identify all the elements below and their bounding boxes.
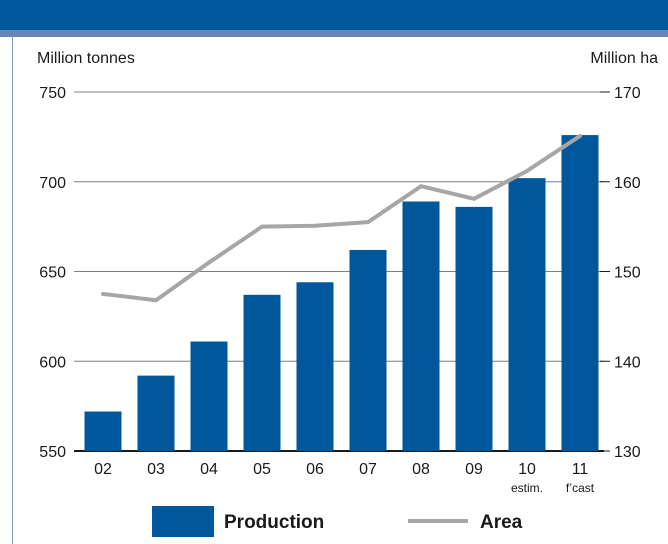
header-stripe bbox=[0, 30, 668, 37]
y-left-tick-label: 700 bbox=[39, 175, 66, 192]
x-tick-label: 07 bbox=[359, 461, 377, 478]
line-layer bbox=[101, 133, 582, 303]
x-tick-label: 09 bbox=[465, 461, 483, 478]
labels-layer: 750 170 700 160 650 150 600 140 550 130 02 03 04 05 06… bbox=[39, 85, 641, 495]
y-right-axis-label: Million ha bbox=[590, 50, 658, 67]
legend-area-label: Area bbox=[480, 512, 523, 533]
x-tick-label: 02 bbox=[94, 461, 112, 478]
production-bar bbox=[508, 178, 546, 451]
x-tick-label: 08 bbox=[412, 461, 430, 478]
x-tick-label: 03 bbox=[147, 461, 165, 478]
y-left-tick-label: 650 bbox=[39, 265, 66, 282]
y-right-tick-label: 140 bbox=[614, 354, 641, 371]
x-tick-label: 04 bbox=[200, 461, 218, 478]
y-left-tick-label: 600 bbox=[39, 354, 66, 371]
area-point bbox=[260, 224, 264, 229]
area-point bbox=[101, 291, 105, 296]
bars-layer bbox=[84, 135, 599, 451]
production-bar bbox=[349, 249, 387, 451]
area-point bbox=[313, 223, 317, 228]
production-bar bbox=[296, 282, 334, 451]
area-point bbox=[578, 133, 582, 138]
area-line bbox=[102, 134, 582, 303]
y-right-tick-label: 150 bbox=[614, 265, 641, 282]
y-left-axis-label: Million tonnes bbox=[37, 50, 135, 67]
area-point bbox=[207, 260, 211, 265]
x-tick-label: 06 bbox=[306, 461, 324, 478]
y-left-tick-label: 550 bbox=[39, 444, 66, 461]
area-point bbox=[154, 298, 158, 303]
production-bar bbox=[190, 341, 228, 451]
production-bar bbox=[243, 294, 281, 451]
x-tick-label: 05 bbox=[253, 461, 271, 478]
production-bar bbox=[137, 375, 175, 451]
area-point bbox=[472, 196, 476, 201]
x-tick-label: 10 bbox=[518, 461, 536, 478]
area-point bbox=[419, 184, 423, 189]
x-tick-note: f’cast bbox=[566, 481, 595, 495]
x-tick-note: estim. bbox=[511, 481, 543, 495]
y-right-tick-label: 170 bbox=[614, 85, 641, 102]
legend-production-label: Production bbox=[224, 512, 324, 533]
production-bar bbox=[402, 201, 440, 451]
x-tick-label: 11 bbox=[572, 461, 589, 478]
legend-production-swatch bbox=[152, 506, 214, 537]
y-left-tick-label: 750 bbox=[39, 85, 66, 102]
production-bar bbox=[455, 206, 493, 451]
y-right-tick-label: 130 bbox=[614, 444, 641, 461]
header-bar bbox=[0, 0, 668, 30]
area-point bbox=[525, 168, 529, 173]
production-bar bbox=[561, 135, 599, 451]
area-point bbox=[366, 220, 370, 225]
frame-left-rule bbox=[12, 37, 13, 544]
production-bar bbox=[84, 411, 122, 451]
y-right-tick-label: 160 bbox=[614, 175, 641, 192]
